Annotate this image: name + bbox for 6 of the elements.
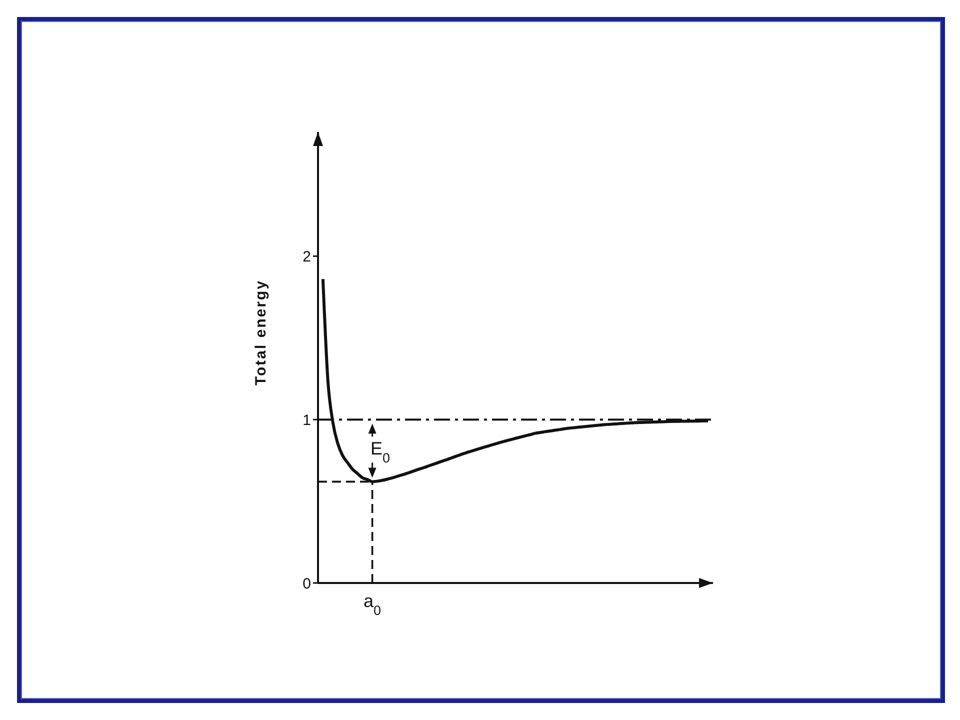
x-tick-label: a$_{0}$	[364, 591, 382, 618]
y-tick-label: 2	[302, 248, 311, 266]
y-tick-label: 1	[302, 412, 311, 429]
y-axis-title: Total energy	[252, 279, 270, 386]
y-tick-label: 0	[302, 575, 311, 592]
annotation: E$_{0}$	[370, 438, 390, 466]
